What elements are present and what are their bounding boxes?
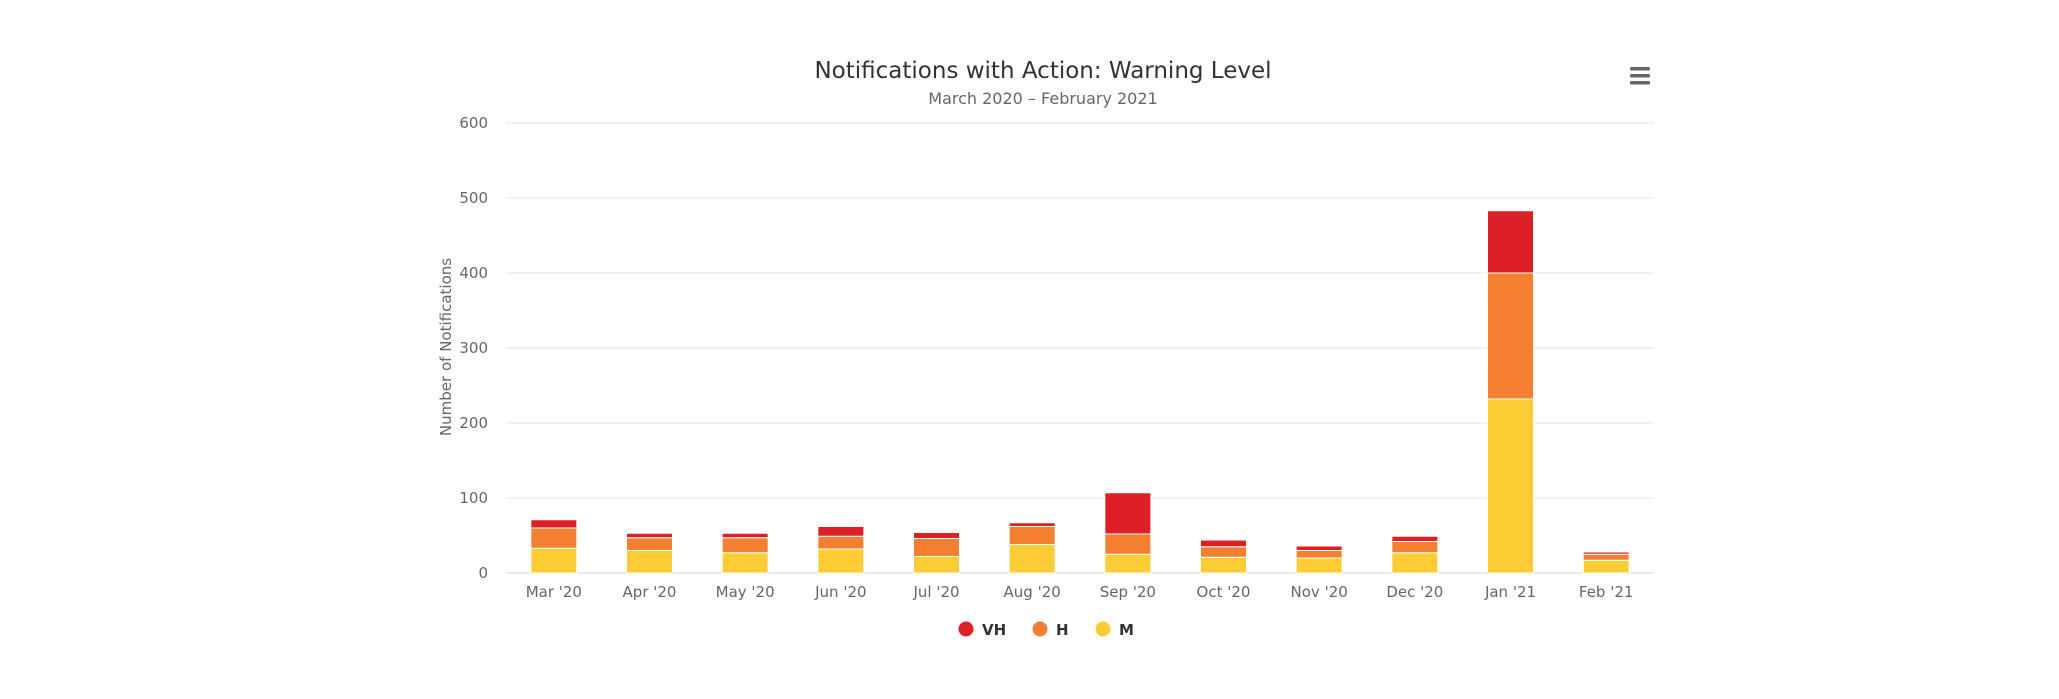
hamburger-menu-icon (1630, 67, 1650, 85)
bar-segment-h[interactable] (721, 537, 769, 554)
legend-symbol (958, 621, 974, 637)
x-tick-label: Oct '20 (1197, 583, 1251, 601)
bar-segment-m[interactable] (1008, 544, 1056, 574)
bar-segment-h[interactable] (1008, 526, 1056, 545)
bar-segment-vh[interactable] (1487, 210, 1534, 274)
bar-segment-vh[interactable] (1200, 539, 1247, 548)
bar-segment-h[interactable] (1391, 541, 1439, 554)
bar-segment-vh[interactable] (1582, 551, 1630, 555)
legend-label: H (1056, 621, 1069, 639)
x-tick-label: Nov '20 (1291, 583, 1348, 601)
legend-item-vh[interactable]: VH (958, 621, 1007, 639)
x-tick-label: Mar '20 (526, 583, 582, 601)
bar-segment-m[interactable] (1295, 557, 1343, 574)
x-tick-label: Sep '20 (1100, 583, 1156, 601)
chart-title: Notifications with Action: Warning Level (814, 58, 1271, 84)
bar-segment-vh[interactable] (626, 532, 673, 539)
bar-segment-m[interactable] (721, 552, 769, 574)
bar-segment-vh[interactable] (530, 519, 578, 529)
legend-item-m[interactable]: M (1095, 621, 1134, 639)
y-tick-label: 500 (459, 189, 488, 207)
bar-segment-h[interactable] (1295, 550, 1343, 559)
legend-symbol (1032, 621, 1048, 637)
x-axis-ticks: Mar '20 Apr '20 May '20 Jun '20 Jul '20 Aug '… (526, 583, 1634, 601)
bar-segment-h[interactable] (817, 535, 865, 550)
y-axis-title: Number of Notifications (437, 258, 455, 436)
y-tick-label: 0 (478, 564, 488, 582)
bar-segment-h[interactable] (530, 527, 578, 549)
y-tick-label: 100 (459, 489, 488, 507)
y-tick-label: 400 (459, 264, 488, 282)
bar-segment-m[interactable] (1200, 556, 1247, 574)
bar-segment-vh[interactable] (721, 532, 769, 539)
bar-segment-vh[interactable] (913, 532, 960, 539)
x-tick-label: Dec '20 (1386, 583, 1443, 601)
bar-segment-vh[interactable] (1104, 492, 1152, 535)
x-tick-label: Feb '21 (1579, 583, 1634, 601)
bar-segment-h[interactable] (1200, 546, 1247, 558)
legend-label: M (1119, 621, 1134, 639)
bars (530, 210, 1630, 574)
bar-segment-vh[interactable] (1008, 522, 1056, 527)
menu-button[interactable] (1622, 60, 1658, 90)
bar-segment-h[interactable] (1582, 553, 1630, 561)
bar-segment-m[interactable] (530, 547, 578, 574)
bar-segment-m[interactable] (626, 550, 673, 574)
bar-segment-h[interactable] (626, 537, 673, 551)
y-tick-label: 200 (459, 414, 488, 432)
y-tick-label: 300 (459, 339, 488, 357)
bar-segment-vh[interactable] (817, 526, 865, 537)
legend-label: VH (982, 621, 1006, 639)
y-axis-ticks: 0 100 200 300 400 500 600 (459, 114, 488, 582)
x-tick-label: Jan '21 (1484, 583, 1536, 601)
y-tick-label: 600 (459, 114, 488, 132)
x-tick-label: Apr '20 (623, 583, 677, 601)
legend: VH H M (958, 621, 1134, 639)
x-tick-label: Aug '20 (1004, 583, 1061, 601)
bar-segment-h[interactable] (913, 538, 960, 557)
bar-segment-h[interactable] (1487, 272, 1534, 400)
bar-segment-vh[interactable] (1295, 545, 1343, 551)
legend-symbol (1095, 621, 1111, 637)
x-tick-label: Jun '20 (814, 583, 866, 601)
chart-subtitle: March 2020 – February 2021 (928, 89, 1157, 108)
x-tick-label: May '20 (716, 583, 775, 601)
bar-segment-m[interactable] (1582, 559, 1630, 574)
bar-segment-m[interactable] (1104, 553, 1152, 574)
gridlines (506, 122, 1654, 574)
legend-item-h[interactable]: H (1032, 621, 1069, 639)
bar-segment-m[interactable] (1487, 398, 1534, 574)
bar-segment-m[interactable] (913, 556, 960, 574)
bar-segment-m[interactable] (817, 548, 865, 574)
bar-segment-h[interactable] (1104, 533, 1152, 555)
bar-segment-vh[interactable] (1391, 535, 1439, 542)
bar-segment-m[interactable] (1391, 552, 1439, 574)
x-tick-label: Jul '20 (912, 583, 959, 601)
